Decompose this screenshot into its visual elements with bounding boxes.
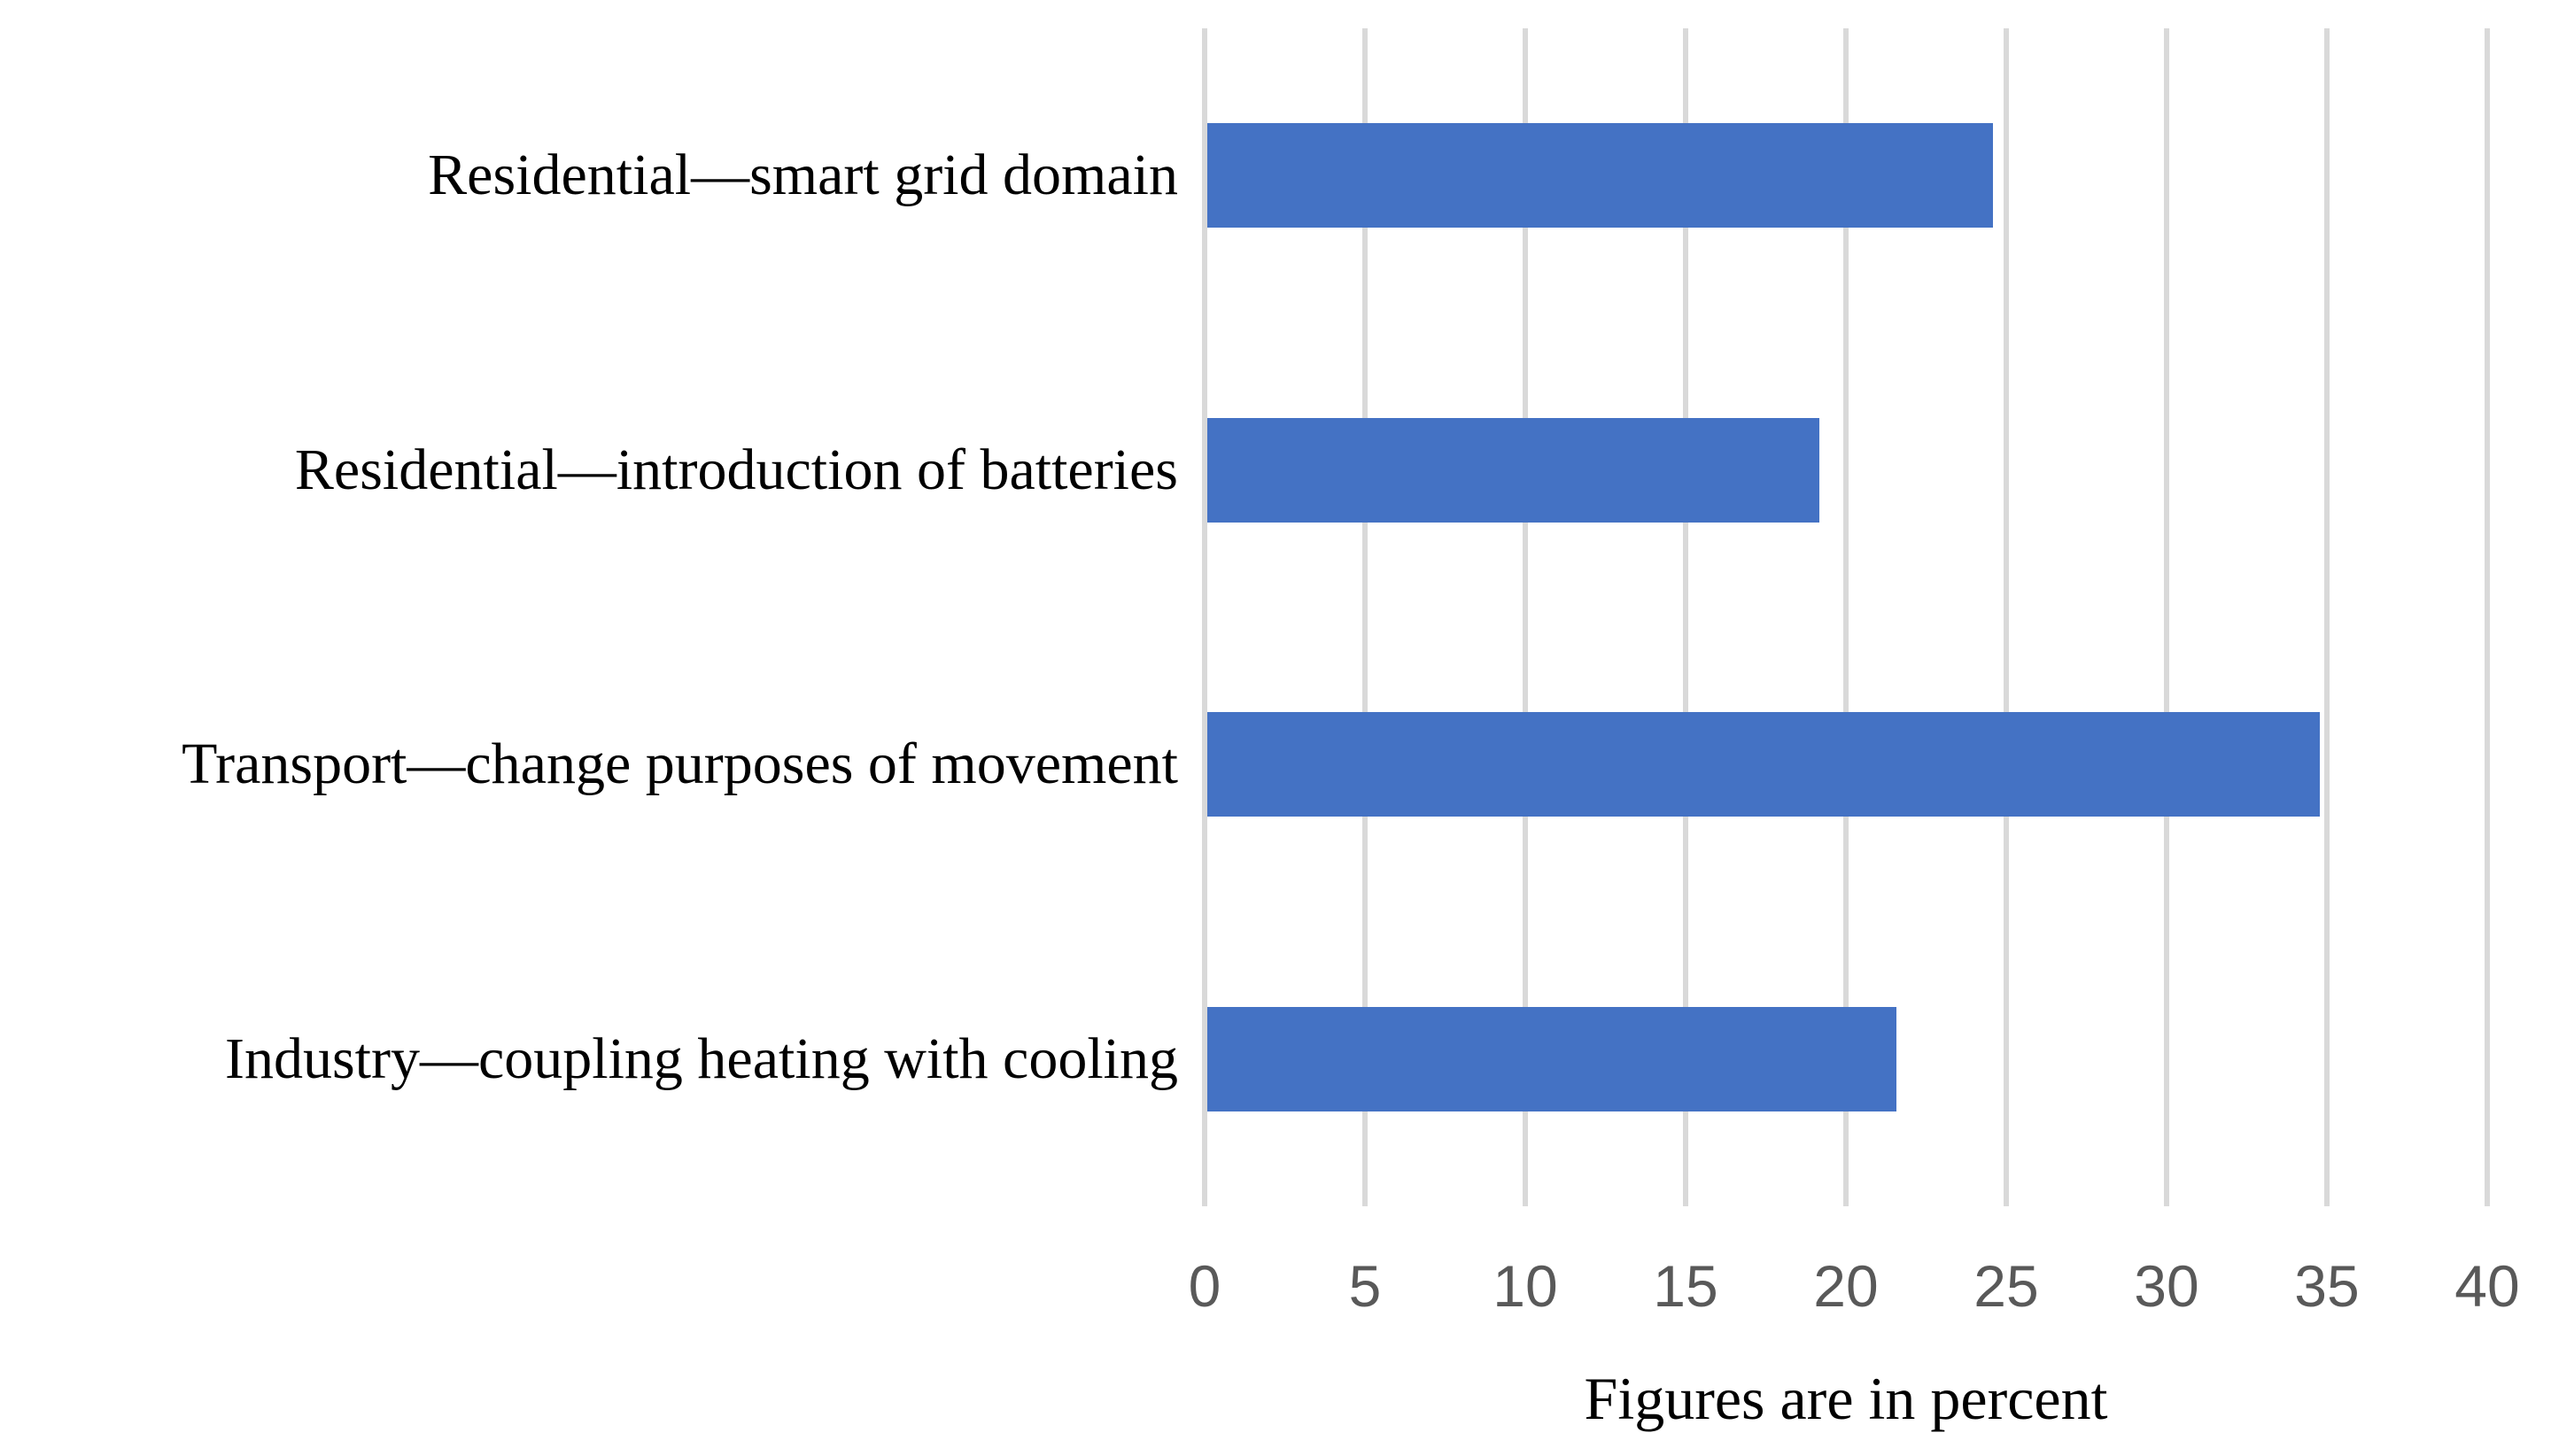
category-label-1: Residential—introduction of batteries bbox=[294, 437, 1178, 502]
gridline-x-25 bbox=[2004, 28, 2009, 1206]
gridline-x-20 bbox=[1843, 28, 1849, 1206]
gridline-x-35 bbox=[2324, 28, 2330, 1206]
gridline-x-40 bbox=[2485, 28, 2490, 1206]
gridline-x-0 bbox=[1202, 28, 1207, 1206]
x-tick-label-25: 25 bbox=[1973, 1253, 2039, 1319]
gridline-x-30 bbox=[2164, 28, 2169, 1206]
x-tick-label-35: 35 bbox=[2294, 1253, 2360, 1319]
plot-area bbox=[1202, 28, 2490, 1206]
category-labels: Residential—smart grid domain Residential… bbox=[0, 28, 1178, 1206]
category-label-3: Industry—coupling heating with cooling bbox=[224, 1026, 1178, 1091]
x-tick-label-30: 30 bbox=[2134, 1253, 2199, 1319]
bar-0 bbox=[1207, 123, 1993, 228]
x-tick-label-10: 10 bbox=[1493, 1253, 1558, 1319]
bar-3 bbox=[1207, 1006, 1897, 1111]
x-axis-tick-labels: 0 5 10 15 20 25 30 35 40 bbox=[0, 1251, 2551, 1321]
category-label-2: Transport—change purposes of movement bbox=[182, 732, 1178, 797]
x-tick-label-20: 20 bbox=[1813, 1253, 1879, 1319]
x-axis-title: Figures are in percent bbox=[1584, 1365, 2108, 1432]
bar-2 bbox=[1207, 712, 2321, 817]
x-tick-label-15: 15 bbox=[1653, 1253, 1718, 1319]
bar-1 bbox=[1207, 417, 1820, 523]
x-tick-label-5: 5 bbox=[1348, 1253, 1382, 1319]
gridline-x-5 bbox=[1362, 28, 1368, 1206]
x-tick-label-0: 0 bbox=[1188, 1253, 1221, 1319]
category-label-0: Residential—smart grid domain bbox=[428, 143, 1178, 208]
gridline-x-10 bbox=[1523, 28, 1528, 1206]
x-tick-label-40: 40 bbox=[2454, 1253, 2520, 1319]
gridline-x-15 bbox=[1683, 28, 1688, 1206]
